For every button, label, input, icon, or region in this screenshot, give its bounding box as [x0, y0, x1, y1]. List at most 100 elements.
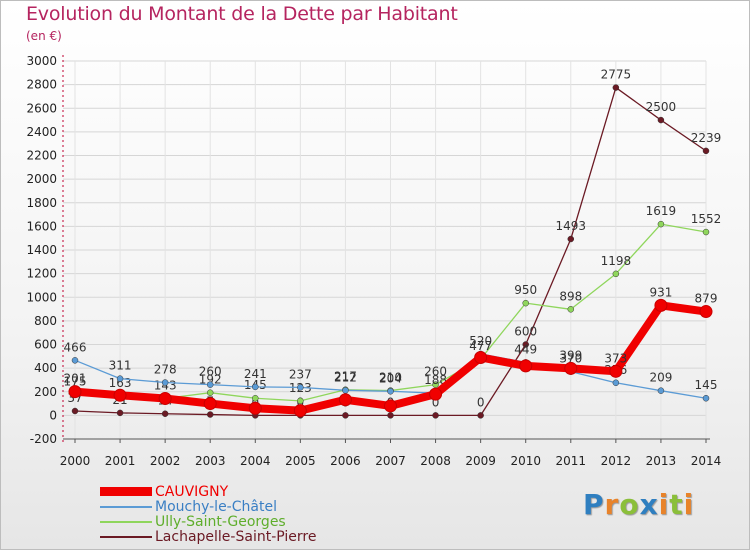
unit-label: (en €) [26, 29, 62, 43]
y-tick-label: 2800 [26, 78, 57, 92]
y-tick-label: 200 [34, 385, 57, 399]
y-tick-label: 0 [49, 408, 57, 422]
x-tick-label: 2007 [375, 454, 406, 468]
data-label: 278 [154, 363, 177, 377]
data-point [252, 383, 259, 391]
data-point [68, 385, 82, 399]
data-point [252, 394, 259, 402]
y-tick-label: 3000 [26, 54, 57, 68]
data-point [113, 388, 127, 402]
x-tick-label: 2012 [601, 454, 632, 468]
data-point [206, 381, 214, 388]
y-tick-label: 2600 [26, 101, 57, 115]
data-point [338, 393, 352, 407]
data-point [429, 387, 443, 401]
x-tick-label: 2008 [420, 454, 451, 468]
x-tick-label: 2009 [465, 454, 496, 468]
legend-swatch-lachapelle [100, 535, 152, 538]
legend-label-ully: Ully-Saint-Georges [155, 513, 286, 530]
x-tick-label: 2001 [105, 454, 136, 468]
data-label: 210 [379, 371, 402, 385]
data-point [612, 379, 620, 387]
y-tick-label: 1800 [26, 196, 57, 210]
y-tick-label: 2000 [26, 172, 57, 186]
data-point [477, 412, 484, 419]
data-label: 260 [424, 365, 447, 379]
x-tick-label: 2014 [691, 454, 722, 468]
data-point [206, 411, 214, 418]
data-point [657, 387, 665, 394]
data-label: 600 [514, 325, 537, 339]
data-label: 449 [514, 342, 537, 356]
x-tick-label: 2013 [646, 454, 677, 468]
data-point [387, 412, 394, 419]
data-point [384, 399, 397, 413]
y-tick-label: 1400 [26, 243, 57, 257]
logo-letter: o [619, 488, 640, 521]
data-label: 1493 [556, 219, 587, 233]
data-label: 931 [649, 285, 672, 299]
logo-letter: i [658, 488, 670, 521]
y-tick-label: 1600 [26, 219, 57, 233]
y-tick-label: 1200 [26, 267, 57, 281]
legend-swatch-cauvigny [100, 487, 152, 496]
data-point [699, 305, 713, 319]
data-label: 192 [199, 373, 222, 387]
data-point [564, 361, 578, 375]
data-label: 1198 [601, 254, 632, 268]
data-label: 204 [379, 371, 402, 385]
data-point [702, 228, 710, 236]
proxiti-logo: Proxiti [583, 488, 694, 521]
data-label: 241 [244, 367, 267, 381]
data-label: 212 [334, 370, 357, 384]
x-tick-label: 2010 [510, 454, 541, 468]
legend-label-lachapelle: Lachapelle-Saint-Pierre [155, 528, 317, 545]
data-label: 209 [649, 371, 672, 385]
data-label: 879 [695, 292, 718, 306]
data-label: 311 [109, 359, 132, 373]
legend-item-ully: Ully-Saint-Georges [100, 513, 316, 530]
y-tick-label: 1000 [26, 290, 57, 304]
logo-letter: r [604, 488, 620, 521]
legend: CAUVIGNY Mouchy-le-Châtel Ully-Saint-Geo… [100, 484, 317, 545]
logo-letter: i [683, 488, 695, 521]
y-tick-label: 2400 [26, 125, 57, 139]
data-label: 175 [64, 375, 87, 389]
data-label: 399 [559, 348, 582, 362]
data-point [609, 364, 623, 378]
data-point [203, 397, 217, 411]
legend-item-cauvigny: CAUVIGNY [100, 484, 316, 500]
x-tick-label: 2003 [195, 454, 226, 468]
data-point [387, 388, 394, 395]
legend-item-mouchy: Mouchy-le-Châtel [100, 499, 316, 515]
data-point [519, 359, 533, 373]
data-label: 520 [469, 334, 492, 348]
data-point [248, 401, 262, 415]
data-label: 2500 [646, 100, 677, 114]
data-point [702, 147, 710, 155]
data-label: 373 [604, 351, 627, 365]
data-point [293, 404, 307, 418]
data-point [342, 387, 349, 394]
x-tick-label: 2000 [60, 454, 91, 468]
logo-letter: t [669, 488, 684, 521]
y-tick-label: -200 [30, 432, 57, 446]
data-label: 2239 [691, 131, 722, 145]
logo-letter: x [639, 488, 659, 521]
data-point [116, 375, 124, 382]
x-tick-label: 2002 [150, 454, 181, 468]
data-label: 1619 [646, 204, 677, 218]
data-label: 188 [424, 373, 447, 387]
data-label: 1552 [691, 212, 722, 226]
data-label: 2775 [601, 68, 632, 82]
x-tick-label: 2006 [330, 454, 361, 468]
data-point [522, 341, 529, 348]
y-tick-label: 800 [34, 314, 57, 328]
x-tick-label: 2011 [556, 454, 587, 468]
data-label: 145 [695, 378, 718, 392]
data-label: 201 [64, 372, 87, 386]
data-point [432, 412, 439, 419]
data-point [342, 412, 349, 419]
